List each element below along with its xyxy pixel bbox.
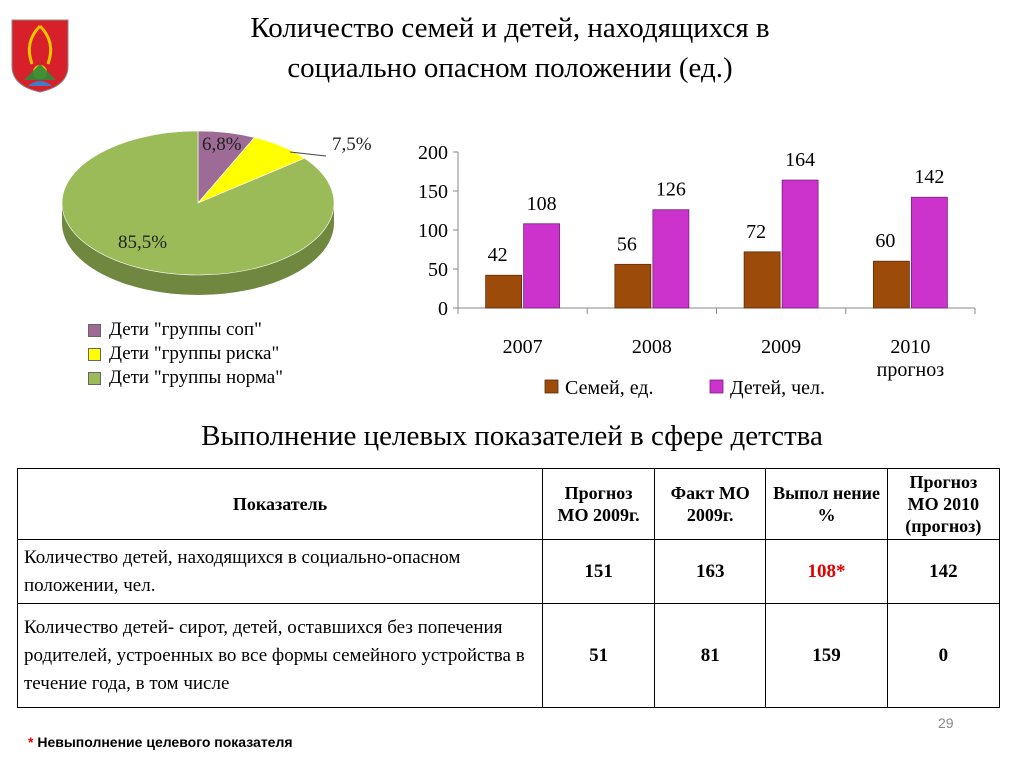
bar-value-label: 164 [785,149,815,171]
pie-legend-item-risk: Дети "группы риска" [88,342,283,366]
x-tick-label: 2009 [761,336,801,358]
row1-percent: 108* [765,539,888,604]
row1-forecast: 151 [542,539,656,604]
table-row: Количество детей- сирот, детей, оставших… [16,603,1001,708]
x-tick-label: 2008 [632,336,672,358]
bar-value-label: 56 [617,233,637,255]
x-tick-sublabel: прогноз [877,359,945,381]
pie-legend-item-sop: Дети "группы соп" [88,318,283,342]
header-forecast-2009: Прогноз МО 2009г. [542,468,656,540]
row2-forecast: 51 [542,603,656,708]
bar-value-label: 72 [746,221,766,243]
x-tick-label: 2010 [890,336,930,358]
row2-fact: 81 [654,603,767,708]
x-tick-label: 2007 [503,336,543,358]
slide-title: Количество семей и детей, находящихся в … [150,8,870,88]
header-percent: Выпол нение % [765,468,888,540]
bar-legend-swatch [709,379,724,394]
table-header-row: Показатель Прогноз МО 2009г. Факт МО 200… [16,468,1001,540]
legend-swatch-risk [88,347,101,361]
pie-side-2 [62,203,334,295]
bar-2010-0 [872,260,910,309]
page-number: 29 [938,715,954,731]
pie-label-0: 6,8% [202,134,242,155]
header-indicator: Показатель [16,468,544,540]
bar-value-label: 126 [656,179,686,201]
bar-value-label: 108 [527,193,557,215]
y-tick-label: 50 [428,259,448,281]
bar-2007-0 [485,274,523,309]
table-row: Количество детей, находящихся в социальн… [16,539,1001,604]
bar-value-label: 60 [875,230,895,252]
row2-indicator: Количество детей- сирот, детей, оставших… [16,603,544,708]
bar-chart: 0 50 100 150 200 42 108 2007 56 126 2008 72 164 2009 6… [418,142,976,399]
pie-legend-label-risk: Дети "группы риска" [109,343,280,364]
y-tick-label: 150 [418,181,448,203]
bar-legend-swatch [544,379,559,394]
bar-2008-0 [614,263,652,309]
pie-slice-2 [61,130,335,276]
bar-2009-1 [781,179,819,309]
footnote: * Невыполнение целевого показателя [28,734,293,750]
bar-value-label: 142 [914,166,944,188]
section-subtitle: Выполнение целевых показателей в сфере д… [201,420,823,452]
bar-2009-0 [743,251,781,309]
header-forecast-2010: Прогноз МО 2010 (прогноз) [886,468,1001,540]
pie-chart: 6,8% 7,5% 85,5% [61,130,372,295]
pie-label-2: 85,5% [118,232,167,253]
indicators-table: Показатель Прогноз МО 2009г. Факт МО 200… [16,468,1001,708]
pie-leader-line [289,151,327,157]
bar-2008-1 [652,209,690,309]
bar-2010-1 [910,196,948,309]
y-tick-label: 200 [418,142,448,164]
title-line-2: социально опасном положении (ед.) [287,52,733,84]
coat-of-arms-emblem [11,19,69,93]
row2-forecast-2010: 0 [886,603,1001,708]
pie-legend: Дети "группы соп" Дети "группы риска" Де… [88,318,283,390]
bar-legend-label: Детей, чел. [730,377,825,399]
title-line-1: Количество семей и детей, находящихся в [250,12,770,44]
bar-2007-1 [523,223,561,309]
bar-legend-label: Семей, ед. [565,377,654,399]
legend-swatch-sop [88,323,101,337]
legend-swatch-norm [88,371,101,385]
pie-legend-label-sop: Дети "группы соп" [109,319,262,340]
row1-forecast-2010: 142 [886,539,1001,604]
header-fact-2009: Факт МО 2009г. [654,468,767,540]
row1-fact: 163 [654,539,767,604]
y-tick-label: 0 [438,298,448,320]
pie-label-1: 7,5% [332,134,372,155]
bar-value-label: 42 [488,244,508,266]
row1-indicator: Количество детей, находящихся в социальн… [16,539,544,604]
footnote-text: Невыполнение целевого показателя [33,734,293,750]
row2-percent: 159 [765,603,888,708]
pie-legend-item-norm: Дети "группы норма" [88,366,283,390]
y-tick-label: 100 [418,220,448,242]
pie-legend-label-norm: Дети "группы норма" [109,367,283,388]
footnote-star: * [28,734,34,750]
